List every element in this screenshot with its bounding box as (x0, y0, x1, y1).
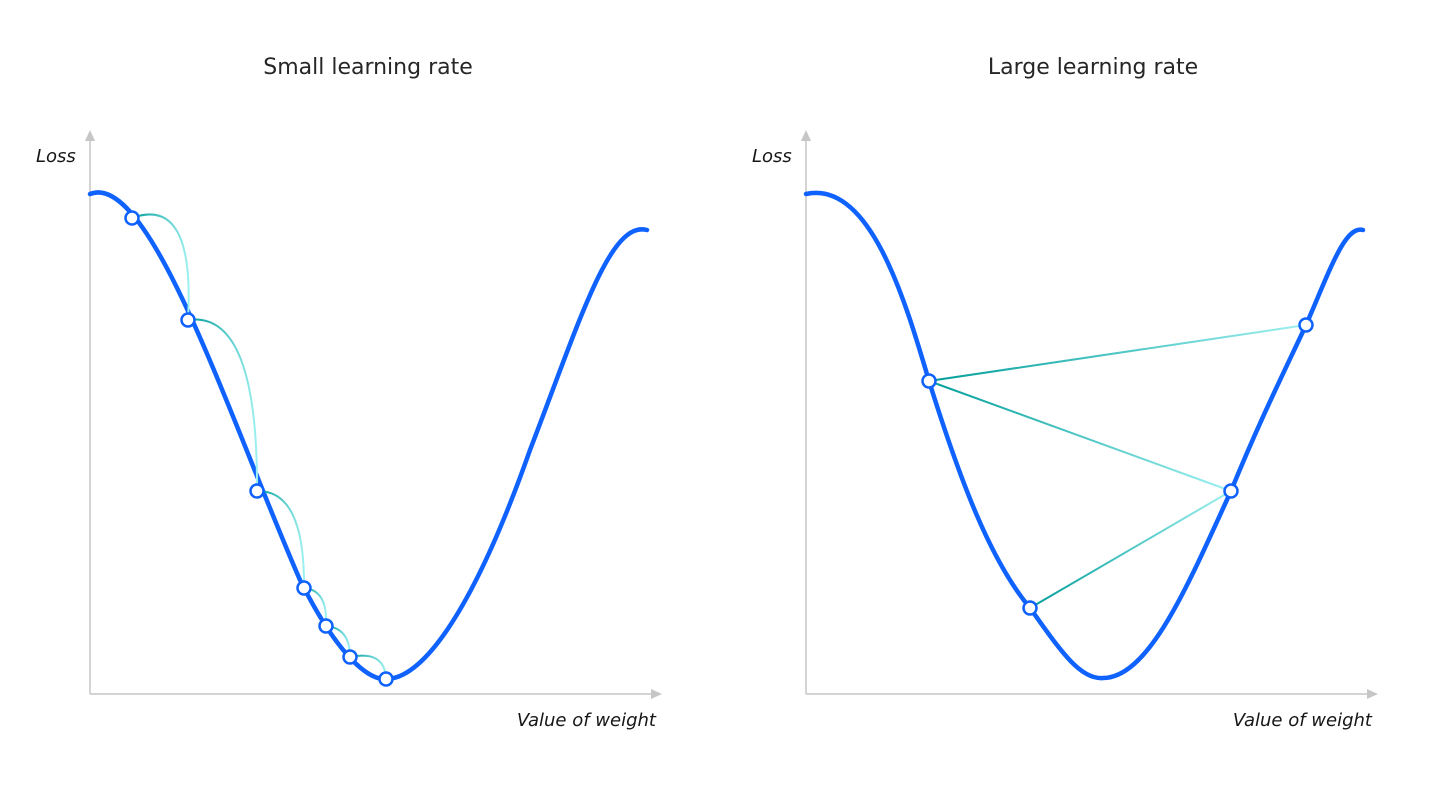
step-arc-3 (256, 489, 306, 589)
y-axis-label: Loss (36, 146, 76, 167)
loss-curve (87, 190, 650, 682)
y-axis-arrow (801, 130, 811, 141)
step-arcs (131, 213, 387, 680)
x-axis-arrow (1367, 689, 1378, 699)
panel-small-learning-rate: Loss Value of weight (36, 130, 662, 731)
step-arc-2 (187, 318, 259, 492)
step-line-1 (928, 324, 1307, 382)
step-line-3 (1029, 490, 1232, 609)
x-axis-arrow (651, 689, 662, 699)
step-arc-1 (131, 213, 190, 321)
x-axis-label: Value of weight (1233, 710, 1373, 731)
step-point (342, 649, 358, 665)
step-point (1022, 600, 1038, 616)
step-point (249, 483, 265, 499)
x-axis-label: Value of weight (517, 710, 657, 731)
step-lines (928, 324, 1307, 609)
panel-title-small: Small learning rate (263, 55, 473, 80)
panel-title-large: Large learning rate (987, 55, 1199, 80)
panel-large-learning-rate: Loss Value of weight (752, 130, 1378, 731)
step-point (180, 312, 196, 328)
y-axis-label: Loss (752, 146, 792, 167)
step-point (378, 671, 394, 687)
step-point (318, 618, 334, 634)
step-point (1223, 483, 1239, 499)
step-point (1298, 317, 1314, 333)
step-point (124, 210, 140, 226)
y-axis-arrow (85, 130, 95, 141)
step-points (124, 210, 394, 687)
step-line-2 (928, 380, 1232, 492)
step-points (921, 317, 1314, 616)
step-point (296, 580, 312, 596)
step-point (921, 373, 937, 389)
loss-curve (803, 190, 1366, 681)
